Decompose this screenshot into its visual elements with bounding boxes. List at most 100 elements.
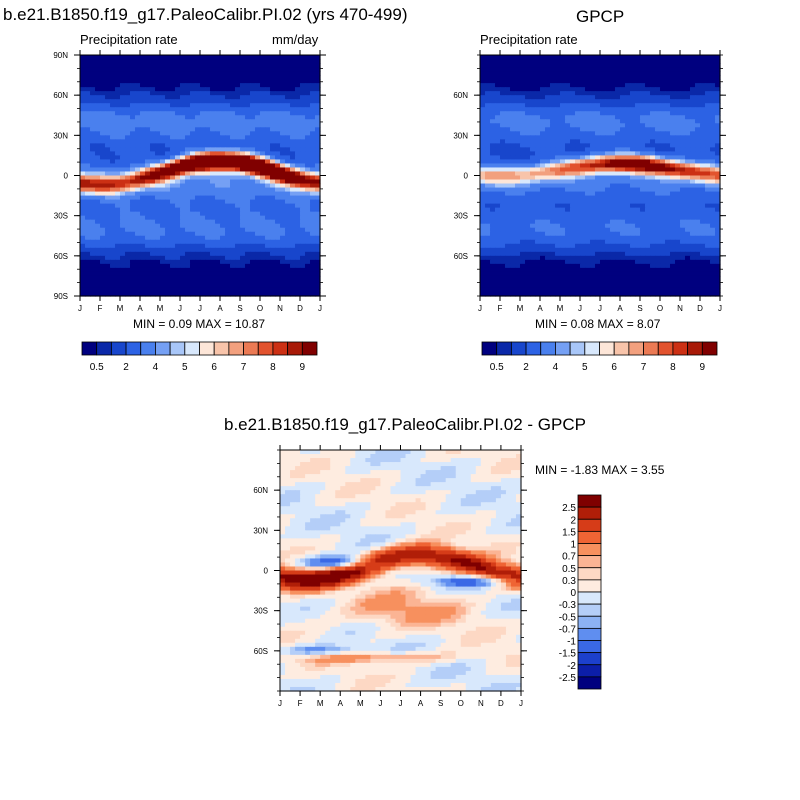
panel1-cell	[275, 147, 281, 152]
panel2-cell	[605, 155, 611, 161]
panel1-cell	[130, 199, 136, 205]
panel1-cell	[195, 111, 201, 116]
panel2-cell	[545, 59, 551, 64]
panel1-cell	[200, 95, 206, 100]
panel1-cell	[290, 151, 296, 157]
panel1-cell	[130, 267, 136, 273]
panel1-cell	[155, 227, 161, 233]
panel1-cell	[225, 83, 231, 88]
panel1-cell	[180, 91, 186, 96]
panel2-cell	[655, 83, 661, 88]
panel2-cell	[620, 107, 626, 112]
panel2-cell	[575, 191, 581, 197]
panel1-cell	[145, 127, 151, 132]
panel1-cell	[235, 111, 241, 116]
panel1-cell	[160, 135, 166, 140]
panel1-cell	[215, 263, 221, 269]
panel1-cell	[225, 123, 231, 128]
panel1-cell	[310, 103, 316, 108]
panel2-cell	[570, 103, 576, 108]
panel2-cell	[610, 59, 616, 64]
panel1-cell	[265, 291, 271, 297]
panel1-cell	[200, 187, 206, 193]
panel1-cell	[205, 67, 211, 72]
panel1-cell	[255, 79, 261, 84]
panel1-cell	[285, 111, 291, 116]
panel2-cell	[650, 75, 656, 80]
panel1-cell	[285, 211, 291, 217]
panel2-cell	[715, 111, 721, 116]
panel2-cell	[560, 87, 566, 92]
panel1-cell	[280, 123, 286, 128]
panel1-cell	[115, 87, 121, 92]
panel1-cell	[145, 139, 151, 144]
panel1-cell	[270, 119, 276, 124]
panel1-cell	[130, 215, 136, 221]
panel1-cell	[95, 183, 101, 189]
panel1-cell	[240, 95, 246, 100]
panel1-cell	[210, 255, 216, 261]
panel2-cell	[545, 107, 551, 112]
panel1-cell	[270, 271, 276, 277]
panel2-cell	[540, 75, 546, 80]
panel2-cell	[650, 175, 656, 181]
panel2-cell	[595, 87, 601, 92]
panel1-cell	[90, 203, 96, 209]
panel1-cell	[175, 75, 181, 80]
panel2-cell	[660, 139, 666, 144]
panel1-cell	[200, 135, 206, 140]
panel1-cell	[300, 103, 306, 108]
panel1-cell	[210, 259, 216, 265]
panel1-cell	[260, 219, 266, 225]
panel1-cell	[120, 99, 126, 104]
panel2-cell	[530, 123, 536, 128]
panel1-cell	[250, 255, 256, 261]
panel1-cell	[120, 227, 126, 233]
panel1-cell	[100, 75, 106, 80]
panel2-cell	[590, 131, 596, 136]
panel2-cell	[515, 207, 521, 213]
panel1-cell	[230, 151, 236, 157]
panel1-cell	[305, 55, 311, 60]
panel2-cell	[665, 175, 671, 181]
panel2-cell	[535, 179, 541, 185]
panel1-cell	[240, 243, 246, 249]
panel1-cell	[275, 243, 281, 249]
panel2-cell	[575, 55, 581, 60]
panel1-cell	[150, 283, 156, 289]
panel1-cell	[275, 267, 281, 273]
panel2-cell	[605, 107, 611, 112]
panel1-cell	[180, 279, 186, 285]
panel1-cell	[180, 243, 186, 249]
panel1-cell	[110, 91, 116, 96]
panel2-cell	[610, 83, 616, 88]
panel2-cell	[550, 171, 556, 177]
panel2-cell	[600, 187, 606, 193]
panel2-cell	[580, 211, 586, 217]
panel1-cell	[175, 227, 181, 233]
panel1-cell	[85, 287, 91, 293]
panel1-cell	[190, 215, 196, 221]
panel1-cell	[190, 283, 196, 289]
panel1-cell	[120, 55, 126, 60]
panel1-cell	[235, 131, 241, 136]
panel1-cell	[150, 291, 156, 297]
panel2-cell	[645, 99, 651, 104]
panel2-cell	[645, 159, 651, 165]
panel1-cell	[290, 179, 296, 185]
panel2-cell	[600, 115, 606, 120]
panel1-cell	[165, 291, 171, 297]
panel2-cell	[685, 59, 691, 64]
panel2-cell	[660, 115, 666, 120]
panel2-cell	[535, 95, 541, 100]
panel2-cell	[620, 207, 626, 213]
panel1-cell	[210, 195, 216, 201]
panel1-cell	[105, 135, 111, 140]
panel1-cell	[135, 283, 141, 289]
panel2-cell	[615, 183, 621, 189]
panel2-cell	[680, 167, 686, 173]
panel1-cell	[260, 227, 266, 233]
panel1-cell	[300, 127, 306, 132]
panel1-cell	[185, 211, 191, 217]
panel1-cell	[90, 279, 96, 285]
